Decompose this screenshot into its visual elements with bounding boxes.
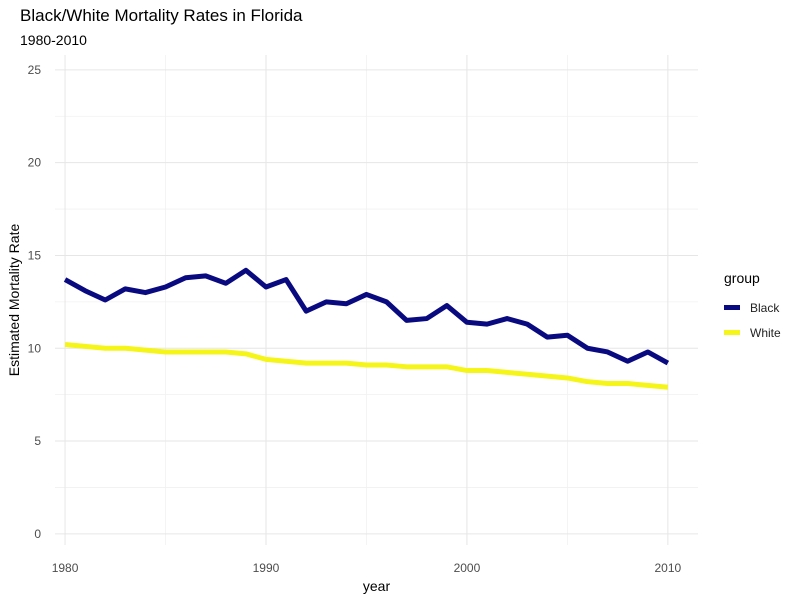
legend: group Black White: [724, 270, 781, 345]
x-tick-label: 2010: [655, 561, 682, 575]
legend-key-white: [724, 330, 740, 335]
y-tick-label: 0: [34, 527, 41, 541]
chart-title: Black/White Mortality Rates in Florida: [20, 6, 303, 25]
x-axis-label: year: [363, 578, 391, 594]
legend-label-black: Black: [750, 300, 780, 315]
y-tick-label: 25: [28, 63, 42, 77]
legend-label-white: White: [750, 325, 781, 340]
y-tick-label: 15: [28, 248, 42, 262]
chart-subtitle: 1980-2010: [20, 32, 87, 48]
x-tick-label: 1980: [52, 561, 79, 575]
x-tick-label: 2000: [454, 561, 481, 575]
y-axis-label: Estimated Mortality Rate: [6, 224, 22, 377]
y-tick-label: 10: [28, 341, 42, 355]
legend-item-white: White: [724, 320, 781, 345]
y-tick-label: 5: [34, 434, 41, 448]
series-line-black: [63, 267, 670, 366]
legend-key-black: [724, 305, 740, 310]
y-tick-label: 20: [28, 156, 42, 170]
series-line-white: [64, 342, 669, 390]
legend-title: group: [724, 270, 760, 286]
x-tick-label: 1990: [253, 561, 280, 575]
legend-item-black: Black: [724, 295, 781, 320]
